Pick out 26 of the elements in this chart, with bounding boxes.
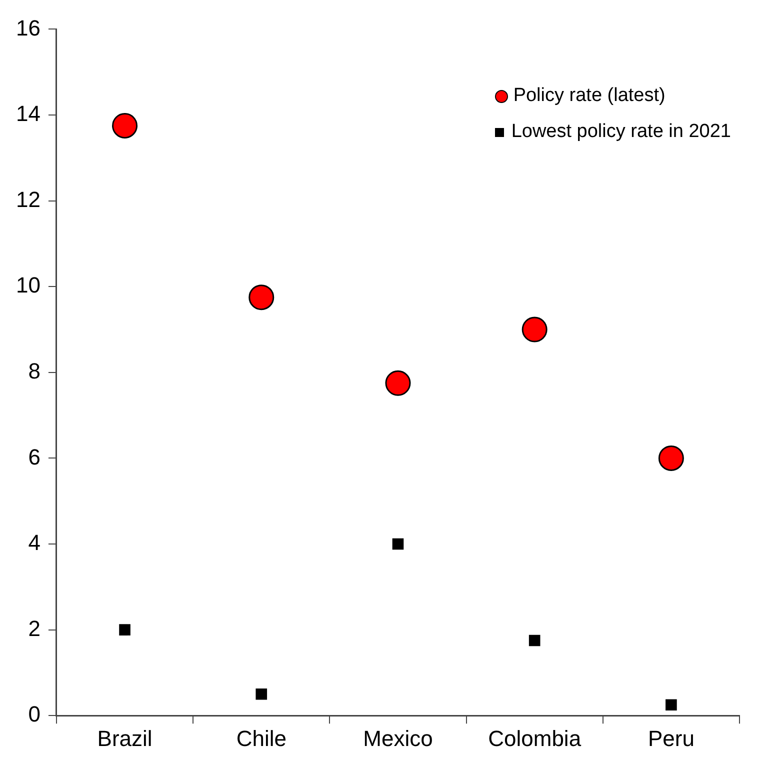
point [256, 688, 268, 700]
point [528, 634, 540, 646]
x-tick-label: Peru [648, 726, 694, 751]
point [112, 112, 138, 138]
y-tick-label: 10 [16, 272, 40, 298]
legend-label: Policy rate (latest) [513, 85, 666, 107]
point [392, 538, 404, 550]
point [666, 699, 677, 711]
y-tick-label: 14 [16, 101, 40, 126]
point [658, 445, 684, 471]
y-tick-label: 2 [28, 616, 40, 641]
y-tick-label: 6 [28, 444, 40, 470]
point [248, 284, 274, 310]
point [522, 316, 548, 342]
x-tick-label: Colombia [488, 726, 582, 751]
x-tick-label: Chile [236, 726, 286, 751]
point [385, 370, 411, 396]
point [119, 624, 130, 636]
legend-label: Lowest policy rate in 2021 [511, 121, 731, 143]
x-tick-label: Brazil [97, 726, 152, 751]
x-tick-label: Mexico [363, 726, 433, 751]
y-tick-label: 4 [28, 530, 40, 556]
y-tick-label: 8 [28, 358, 40, 384]
y-tick-label: 16 [16, 15, 40, 40]
y-tick-label: 0 [28, 702, 40, 727]
y-tick-label: 12 [16, 186, 40, 212]
